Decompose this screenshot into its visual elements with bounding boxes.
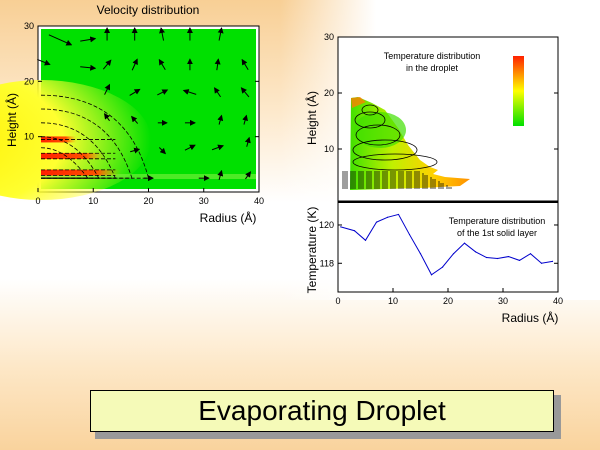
velocity-chart: Velocity distribution 0 10 20 30 40 10 20 30 He… — [0, 3, 264, 225]
velocity-arrow — [240, 87, 250, 98]
droplet-ytick-label: 10 — [324, 144, 334, 154]
line-title-line2: of the 1st solid layer — [457, 228, 537, 238]
velocity-arrow — [245, 171, 252, 180]
line-xtick-label: 20 — [443, 296, 453, 306]
velocity-arrow — [158, 147, 167, 155]
velocity-arrow — [102, 59, 112, 70]
velocity-ytick-label: 30 — [24, 21, 34, 31]
line-xtick-label: 0 — [335, 296, 340, 306]
droplet-title-line2: in the droplet — [406, 63, 459, 73]
velocity-arrow — [214, 87, 221, 98]
temperature-point — [353, 230, 356, 232]
contour-line — [355, 124, 401, 146]
temperature-point — [529, 253, 532, 255]
velocity-arrow — [80, 36, 97, 43]
droplet-hot-tip — [351, 97, 366, 108]
droplet-ylabel: Height (Å) — [304, 91, 319, 145]
line-ylabel: Temperature (K) — [305, 207, 319, 294]
contour-line — [354, 111, 386, 129]
temperature-point — [551, 260, 554, 262]
droplet-cool-core — [354, 112, 406, 148]
velocity-arrow — [104, 83, 111, 95]
temperature-point — [375, 221, 378, 223]
temperature-point — [540, 262, 543, 264]
velocity-arrow — [159, 27, 165, 41]
temperature-point — [485, 256, 488, 259]
velocity-arrow — [48, 34, 73, 46]
velocity-arrow — [217, 27, 224, 41]
line-xtick-label: 10 — [388, 296, 398, 306]
velocity-arrow — [182, 89, 197, 95]
temperature-point — [430, 274, 433, 276]
velocity-arrow — [80, 64, 97, 71]
temperature-colorbar — [513, 56, 524, 126]
velocity-xlabel: Radius (Å) — [200, 210, 257, 225]
velocity-arrow — [157, 89, 169, 96]
temperature-point — [386, 216, 389, 218]
line-xlabel: Radius (Å) — [502, 310, 559, 325]
velocity-arrow — [131, 115, 139, 124]
velocity-chart-title: Velocity distribution — [97, 3, 200, 17]
velocity-arrow — [129, 88, 141, 96]
velocity-arrow — [158, 58, 166, 70]
temperature-point — [518, 259, 521, 262]
velocity-arrow — [37, 59, 51, 66]
slide-title: Evaporating Droplet — [198, 395, 446, 426]
velocity-ylabel: Height (Å) — [4, 93, 19, 147]
temperature-point — [463, 242, 466, 244]
velocity-arrow — [244, 136, 251, 147]
line-plot-frame — [337, 201, 559, 293]
temperature-point — [474, 251, 477, 253]
velocity-arrow — [242, 114, 248, 125]
temperature-point — [452, 253, 455, 255]
slide-title-banner: Evaporating Droplet — [90, 390, 554, 432]
velocity-arrow — [131, 58, 138, 71]
velocity-ytick-label: 20 — [24, 76, 34, 86]
velocity-arrow — [211, 144, 225, 151]
temperature-point — [419, 253, 422, 255]
velocity-arrow — [241, 58, 249, 70]
hot-band — [41, 169, 121, 176]
temperature-line — [340, 213, 553, 276]
temperature-point — [507, 255, 510, 258]
temperature-point — [340, 226, 342, 228]
contour-line — [40, 108, 133, 179]
line-xtick-label: 30 — [498, 296, 508, 306]
solid-layer-temperature-chart: Temperature distribution of the 1st soli… — [305, 201, 563, 325]
velocity-xtick-label: 0 — [35, 196, 40, 206]
contour-line — [352, 139, 418, 161]
contour-line — [40, 94, 150, 179]
hot-band — [41, 153, 105, 160]
velocity-ytick-label: 10 — [24, 132, 34, 142]
droplet-ytick-label: 30 — [324, 32, 334, 42]
temperature-droplet-chart: Temperature distribution in the droplet … — [304, 32, 559, 202]
velocity-arrow — [217, 169, 224, 181]
velocity-xtick-label: 30 — [199, 196, 209, 206]
droplet-title-line1: Temperature distribution — [384, 51, 481, 61]
temperature-point — [441, 266, 444, 268]
line-ytick-label: 120 — [319, 220, 334, 230]
contour-line — [352, 153, 438, 171]
temperature-point — [408, 233, 411, 236]
velocity-xtick-label: 20 — [143, 196, 153, 206]
velocity-arrow — [103, 112, 110, 122]
temperature-point — [496, 257, 499, 260]
contour-line — [40, 147, 89, 179]
velocity-xtick-label: 10 — [88, 196, 98, 206]
velocity-arrow — [217, 114, 224, 125]
temperature-point — [397, 213, 400, 216]
velocity-arrow — [214, 58, 221, 71]
droplet-ytick-label: 20 — [324, 88, 334, 98]
temperature-point — [364, 239, 367, 241]
line-ytick-label: 118 — [320, 258, 334, 268]
contour-line — [361, 104, 379, 116]
line-xtick-label: 40 — [553, 296, 563, 306]
velocity-arrow — [184, 144, 196, 151]
line-title-line1: Temperature distribution — [449, 216, 546, 226]
velocity-arrow — [130, 147, 141, 154]
velocity-xtick-label: 40 — [254, 196, 264, 206]
